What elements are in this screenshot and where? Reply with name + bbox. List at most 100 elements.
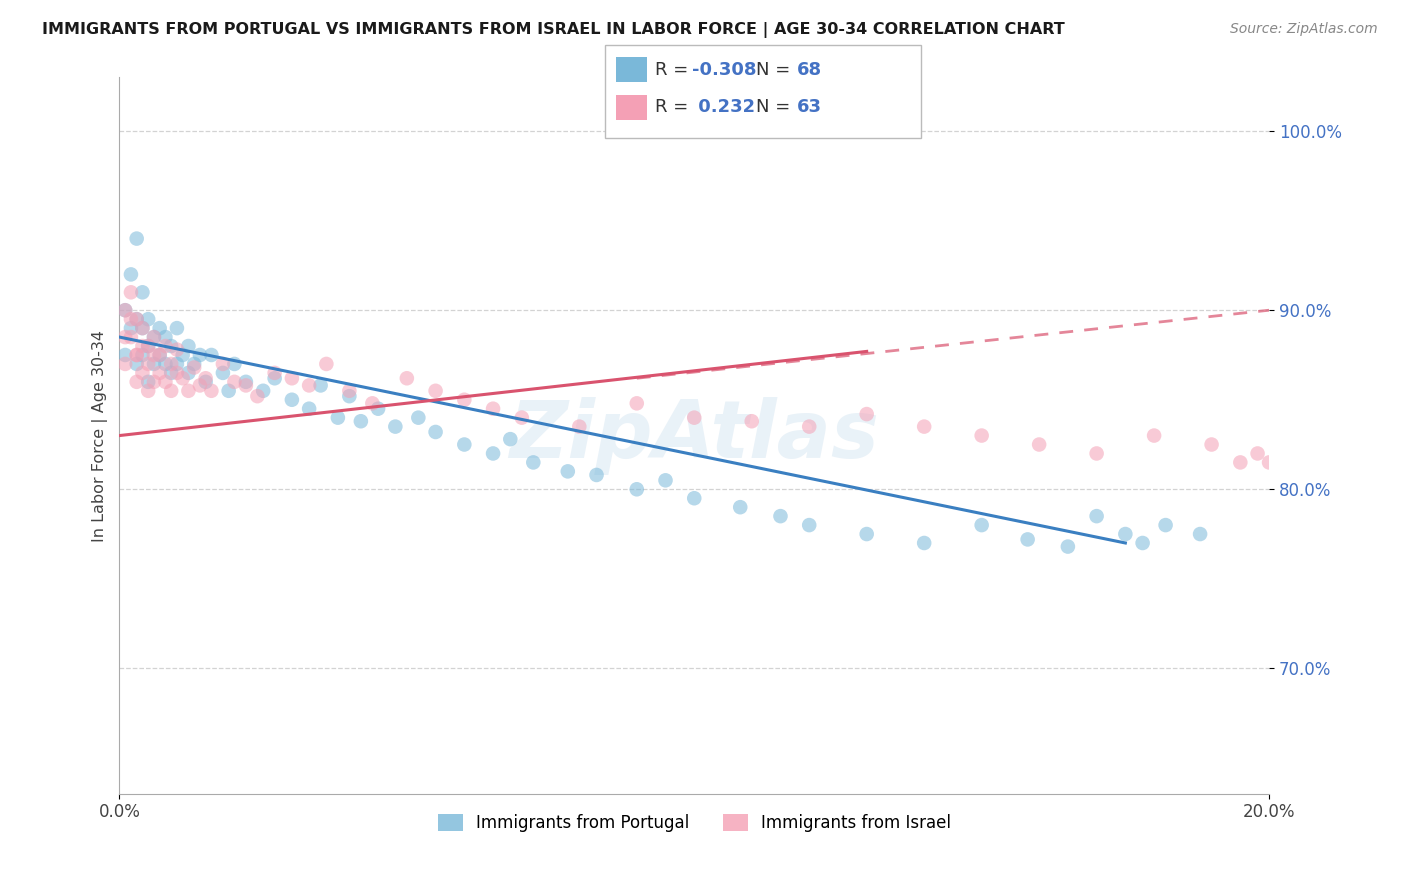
Text: Source: ZipAtlas.com: Source: ZipAtlas.com [1230,22,1378,37]
Point [120,330,142,344]
Point [585,467,607,482]
Text: 63: 63 [797,98,823,116]
Point [1085,446,1108,460]
Point [912,536,935,550]
Text: N =: N = [756,61,796,78]
Point [395,371,418,385]
Point [166,343,188,357]
Point [626,396,648,410]
Point [510,410,533,425]
Point [136,312,159,326]
Point [155,375,177,389]
Point [172,348,194,362]
Point [125,348,148,362]
Point [1057,540,1080,554]
Point [166,366,188,380]
Point [149,366,172,380]
Point [120,268,142,282]
Y-axis label: In Labor Force | Age 30-34: In Labor Force | Age 30-34 [93,329,108,541]
Point [1189,527,1212,541]
Point [125,375,148,389]
Point [683,491,706,506]
Point [252,384,274,398]
Point [1229,455,1251,469]
Point [160,384,183,398]
Point [568,419,591,434]
Point [912,419,935,434]
Point [172,371,194,385]
Point [125,231,148,245]
Text: N =: N = [756,98,796,116]
Text: 68: 68 [797,61,823,78]
Point [155,330,177,344]
Text: IMMIGRANTS FROM PORTUGAL VS IMMIGRANTS FROM ISRAEL IN LABOR FORCE | AGE 30-34 CO: IMMIGRANTS FROM PORTUGAL VS IMMIGRANTS F… [42,22,1064,38]
Point [125,357,148,371]
Point [384,419,406,434]
Point [177,339,200,353]
Point [200,348,222,362]
Point [350,414,373,428]
Point [155,339,177,353]
Text: 0.232: 0.232 [692,98,755,116]
Point [131,348,153,362]
Point [149,348,172,362]
Point [131,366,153,380]
Point [326,410,349,425]
Point [131,321,153,335]
Point [114,330,136,344]
Point [1017,533,1039,547]
Point [142,330,165,344]
Point [298,401,321,416]
Point [315,357,337,371]
Point [1143,428,1166,442]
Point [799,518,821,533]
Point [235,378,257,392]
Point [1114,527,1136,541]
Point [155,357,177,371]
Point [309,378,332,392]
Point [224,375,246,389]
Point [482,446,505,460]
Point [1154,518,1177,533]
Point [125,312,148,326]
Point [626,483,648,497]
Point [142,357,165,371]
Point [741,414,763,428]
Point [194,375,217,389]
Point [298,378,321,392]
Text: R =: R = [655,61,695,78]
Point [482,401,505,416]
Point [200,384,222,398]
Point [263,371,285,385]
Point [361,396,384,410]
Point [683,410,706,425]
Point [1085,509,1108,524]
Point [149,321,172,335]
Point [367,401,389,416]
Point [142,348,165,362]
Point [194,371,217,385]
Point [136,384,159,398]
Point [769,509,792,524]
Point [408,410,430,425]
Point [136,375,159,389]
Legend: Immigrants from Portugal, Immigrants from Israel: Immigrants from Portugal, Immigrants fro… [432,807,957,839]
Point [160,339,183,353]
Point [188,348,211,362]
Point [142,375,165,389]
Point [114,303,136,318]
Point [728,500,751,515]
Point [1246,446,1268,460]
Point [281,371,304,385]
Point [263,366,285,380]
Point [281,392,304,407]
Point [246,389,269,403]
Point [224,357,246,371]
Point [970,428,993,442]
Text: -0.308: -0.308 [692,61,756,78]
Point [557,464,579,478]
Point [142,330,165,344]
Point [1201,437,1223,451]
Point [177,366,200,380]
Point [799,419,821,434]
